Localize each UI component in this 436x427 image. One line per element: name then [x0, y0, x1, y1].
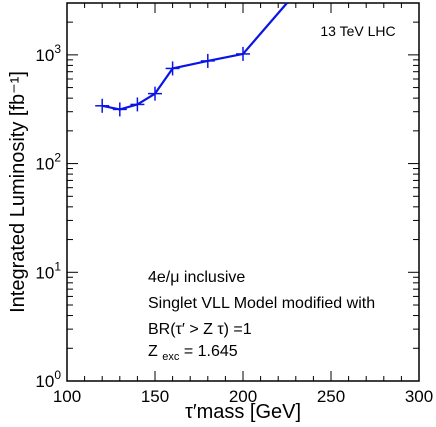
annotation-z-sub: exc — [162, 351, 180, 363]
x-tick-label: 250 — [317, 387, 345, 406]
annotation-line3: BR(τ′ > Z τ) =1 — [148, 321, 252, 338]
axis-ticks — [66, 2, 420, 382]
annotation-z-value: = 1.645 — [184, 343, 238, 360]
annotation-lhc: 13 TeV LHC — [320, 23, 395, 39]
y-tick-label: 100 — [35, 368, 61, 391]
x-tick-label: 200 — [229, 387, 257, 406]
annotation-line4: Z exc = 1.645 — [148, 343, 238, 364]
y-tick-exponent: 3 — [54, 42, 61, 56]
annotation-line1: 4e/μ inclusive — [148, 269, 245, 286]
y-tick-exponent: 1 — [54, 259, 61, 273]
y-tick-base: 10 — [35, 46, 54, 65]
y-tick-label: 101 — [35, 259, 61, 282]
y-tick-label: 102 — [35, 151, 61, 174]
annotation-z: Z — [148, 343, 158, 360]
series-line — [101, 2, 288, 111]
x-tick-label: 300 — [405, 387, 433, 406]
y-tick-label: 103 — [35, 42, 61, 65]
y-tick-exponent: 0 — [54, 368, 61, 382]
y-tick-exponent: 2 — [54, 151, 61, 165]
y-tick-base: 10 — [35, 372, 54, 391]
x-tick-label: 100 — [53, 387, 81, 406]
x-tick-label: 150 — [141, 387, 169, 406]
y-tick-base: 10 — [35, 263, 54, 282]
y-tick-base: 10 — [35, 155, 54, 174]
x-tick-labels: 100 150 200 250 300 — [53, 387, 433, 406]
y-axis-label: Integrated Luminosity [fb⁻¹] — [7, 71, 29, 313]
annotation-line2: Singlet VLL Model modified with — [148, 295, 375, 312]
x-axis-label: τ′mass [GeV] — [185, 401, 301, 423]
series-group — [95, 2, 288, 117]
